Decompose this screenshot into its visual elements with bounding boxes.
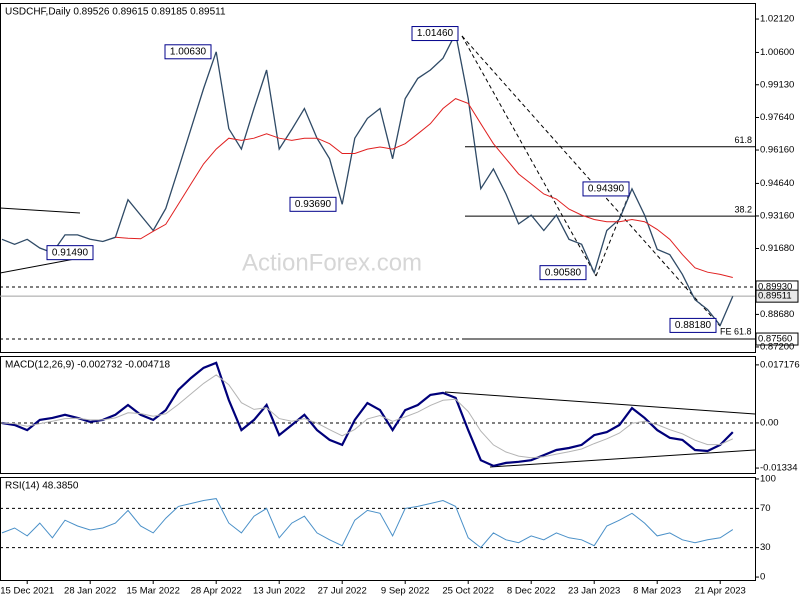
y-tick-label: 0.88680 — [760, 309, 794, 320]
price-tag — [755, 289, 799, 303]
annotation-label: 1.00630 — [170, 46, 207, 57]
trend-line — [0, 207, 81, 214]
y-tick-label: 0.00 — [760, 417, 779, 428]
series-line — [1, 498, 734, 549]
annotation-label: 0.93690 — [295, 199, 332, 210]
annotation-label: 0.90580 — [545, 267, 582, 278]
annotation-box — [539, 265, 587, 281]
x-tick-label: 8 Dec 2022 — [507, 586, 556, 597]
x-tick-label: 21 Apr 2023 — [695, 586, 746, 597]
trend-line — [489, 449, 756, 468]
panel-title: RSI(14) 48.3850 — [5, 481, 79, 492]
x-tick-label: 23 Jan 2023 — [568, 586, 620, 597]
panel-frame — [0, 3, 756, 353]
annotation-label: 0.88180 — [675, 320, 712, 331]
x-tick-label: 28 Apr 2022 — [191, 586, 242, 597]
y-tick-label: 0 — [760, 572, 765, 583]
series-line — [1, 361, 734, 468]
price-tag-label: 0.89930 — [758, 281, 792, 292]
annotation-box — [164, 44, 212, 60]
annotation-box — [46, 245, 94, 261]
trend-line — [595, 191, 631, 277]
y-tick-label: 0.99130 — [760, 79, 794, 90]
y-tick-label: 70 — [760, 503, 771, 514]
panel-title: USDCHF,Daily 0.89526 0.89615 0.89185 0.8… — [5, 7, 226, 18]
y-tick-label: 1.00600 — [760, 47, 794, 58]
trend-line — [461, 35, 721, 327]
series-line — [115, 98, 733, 278]
fib-label: FE 61.8 — [720, 326, 752, 336]
decorations — [0, 35, 756, 468]
y-tick-label: 0.94640 — [760, 178, 794, 189]
y-tick-label: 0.93160 — [760, 210, 794, 221]
watermark: ActionForex.com — [242, 249, 422, 276]
series-line — [1, 31, 734, 327]
x-tick-label: 27 Jul 2022 — [318, 586, 367, 597]
trend-line — [0, 257, 81, 274]
annotation-label: 0.91490 — [52, 247, 89, 258]
fib-label: 61.8 — [734, 135, 752, 145]
x-tick-label: 28 Jan 2022 — [64, 586, 116, 597]
price-tag-label: 0.87560 — [758, 334, 792, 345]
annotation-box — [289, 196, 337, 212]
panel-frame — [0, 356, 756, 474]
y-tick-label: 0.97640 — [760, 112, 794, 123]
fib-label: 38.2 — [734, 205, 752, 215]
price-tag — [755, 332, 799, 346]
x-tick-label: 15 Dec 2021 — [0, 586, 54, 597]
x-tick-label: 9 Sep 2022 — [381, 586, 430, 597]
y-tick-label: 1.02120 — [760, 14, 794, 25]
price-tag-label: 0.89511 — [758, 291, 792, 302]
series-line — [1, 374, 734, 459]
panel-title: MACD(12,26,9) -0.002732 -0.004718 — [5, 360, 171, 371]
annotation-label: 1.01460 — [417, 28, 454, 39]
panel-frame — [0, 477, 756, 581]
y-tick-label: 30 — [760, 542, 771, 553]
x-tick-label: 13 Jun 2022 — [253, 586, 305, 597]
y-tick-label: 0.96160 — [760, 145, 794, 156]
y-tick-label: 0.87200 — [760, 341, 794, 352]
trend-line — [444, 391, 756, 415]
y-tick-label: -0.01334 — [760, 463, 798, 474]
trend-line — [461, 35, 597, 277]
y-tick-label: 0.017176 — [760, 359, 800, 370]
annotation-label: 0.94390 — [588, 184, 625, 195]
x-tick-label: 25 Oct 2022 — [442, 586, 494, 597]
annotation-box — [582, 181, 630, 197]
annotation-box — [669, 317, 717, 333]
annotation-box — [411, 26, 459, 42]
x-tick-label: 15 Mar 2022 — [127, 586, 180, 597]
x-tick-label: 8 Mar 2023 — [633, 586, 681, 597]
y-tick-label: 0.91680 — [760, 243, 794, 254]
y-tick-label: 100 — [760, 473, 776, 484]
